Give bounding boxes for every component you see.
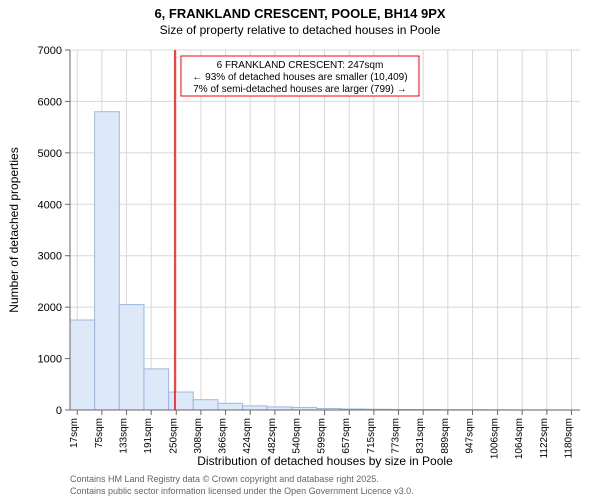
tick-label-x: 540sqm (292, 418, 303, 454)
histogram-chart: 6, FRANKLAND CRESCENT, POOLE, BH14 9PX Si… (0, 0, 600, 500)
tick-label-x: 947sqm (464, 418, 475, 454)
annotation-line1: 6 FRANKLAND CRESCENT: 247sqm (217, 60, 384, 71)
tick-label-x: 191sqm (143, 418, 154, 454)
histogram-bar (193, 400, 218, 410)
tick-label-x: 1006sqm (490, 418, 501, 459)
chart-subtitle: Size of property relative to detached ho… (160, 23, 441, 37)
histogram-bar (218, 403, 243, 410)
tick-label-x: 308sqm (193, 418, 204, 454)
histogram-bar (95, 112, 120, 410)
tick-label-x: 773sqm (391, 418, 402, 454)
tick-label-y: 0 (56, 405, 62, 417)
tick-label-x: 1122sqm (539, 418, 550, 458)
histogram-bar (243, 406, 268, 410)
tick-label-x: 599sqm (317, 418, 328, 454)
tick-label-x: 831sqm (415, 418, 426, 454)
histogram-bar (70, 320, 95, 410)
tick-label-y: 6000 (38, 96, 62, 108)
histogram-bar (169, 392, 194, 410)
tick-label-y: 2000 (38, 302, 62, 314)
histogram-bar (144, 369, 169, 410)
tick-label-x: 1064sqm (514, 418, 525, 459)
chart-title: 6, FRANKLAND CRESCENT, POOLE, BH14 9PX (154, 6, 445, 21)
tick-label-x: 889sqm (440, 418, 451, 454)
footer-line1: Contains HM Land Registry data © Crown c… (70, 474, 379, 484)
chart-container: 6, FRANKLAND CRESCENT, POOLE, BH14 9PX Si… (0, 0, 600, 500)
tick-label-x: 424sqm (242, 418, 253, 454)
tick-label-x: 17sqm (69, 418, 80, 448)
tick-label-x: 366sqm (218, 418, 229, 454)
tick-label-y: 1000 (38, 354, 62, 366)
tick-label-y: 3000 (38, 251, 62, 263)
tick-label-x: 250sqm (168, 418, 179, 454)
tick-label-y: 7000 (38, 45, 62, 57)
tick-label-x: 482sqm (267, 418, 278, 454)
tick-label-y: 4000 (38, 199, 62, 211)
tick-label-x: 1180sqm (564, 418, 575, 458)
tick-label-y: 5000 (38, 148, 62, 160)
annotation-line3: 7% of semi-detached houses are larger (7… (193, 84, 406, 95)
annotation-line2: ← 93% of detached houses are smaller (10… (192, 72, 407, 83)
tick-label-x: 133sqm (119, 418, 130, 454)
x-axis-label: Distribution of detached houses by size … (197, 454, 453, 468)
footer-line2: Contains public sector information licen… (70, 486, 414, 496)
tick-label-x: 715sqm (366, 418, 377, 454)
tick-label-x: 657sqm (341, 418, 352, 454)
tick-label-x: 75sqm (94, 418, 105, 448)
y-axis-label: Number of detached properties (7, 147, 21, 312)
histogram-bar (119, 305, 144, 410)
